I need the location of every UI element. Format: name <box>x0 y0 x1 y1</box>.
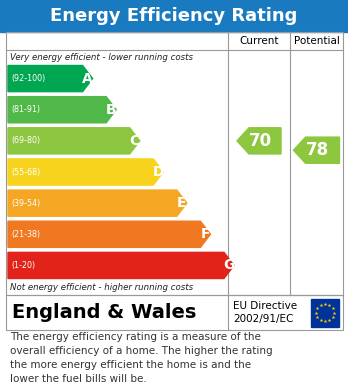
Text: Potential: Potential <box>294 36 339 46</box>
Text: 78: 78 <box>306 141 329 159</box>
Text: Current: Current <box>239 36 279 46</box>
Polygon shape <box>293 137 340 163</box>
Text: G: G <box>223 258 235 273</box>
Polygon shape <box>8 190 187 216</box>
Polygon shape <box>237 128 281 154</box>
Text: E: E <box>177 196 187 210</box>
Text: (55-68): (55-68) <box>11 167 40 176</box>
Polygon shape <box>8 221 211 248</box>
Text: (69-80): (69-80) <box>11 136 40 145</box>
Text: Energy Efficiency Rating: Energy Efficiency Rating <box>50 7 298 25</box>
Polygon shape <box>8 252 234 278</box>
Text: EU Directive
2002/91/EC: EU Directive 2002/91/EC <box>233 301 297 324</box>
Polygon shape <box>8 159 163 185</box>
Text: England & Wales: England & Wales <box>12 303 196 322</box>
Text: Very energy efficient - lower running costs: Very energy efficient - lower running co… <box>10 53 193 62</box>
Text: (1-20): (1-20) <box>11 261 35 270</box>
Text: B: B <box>106 103 117 117</box>
Text: D: D <box>152 165 164 179</box>
Text: F: F <box>201 227 210 241</box>
Text: A: A <box>82 72 93 86</box>
Bar <box>0 0 348 32</box>
Bar <box>6 32 343 295</box>
Text: C: C <box>129 134 140 148</box>
Text: (81-91): (81-91) <box>11 105 40 114</box>
Bar <box>311 298 339 326</box>
Text: Not energy efficient - higher running costs: Not energy efficient - higher running co… <box>10 283 193 292</box>
Text: The energy efficiency rating is a measure of the
overall efficiency of a home. T: The energy efficiency rating is a measur… <box>10 332 272 384</box>
Text: (92-100): (92-100) <box>11 74 45 83</box>
Bar <box>6 295 343 330</box>
Polygon shape <box>8 128 140 154</box>
Polygon shape <box>8 65 93 91</box>
Polygon shape <box>8 97 116 123</box>
Text: (21-38): (21-38) <box>11 230 40 239</box>
Text: (39-54): (39-54) <box>11 199 40 208</box>
Text: 70: 70 <box>248 132 271 150</box>
